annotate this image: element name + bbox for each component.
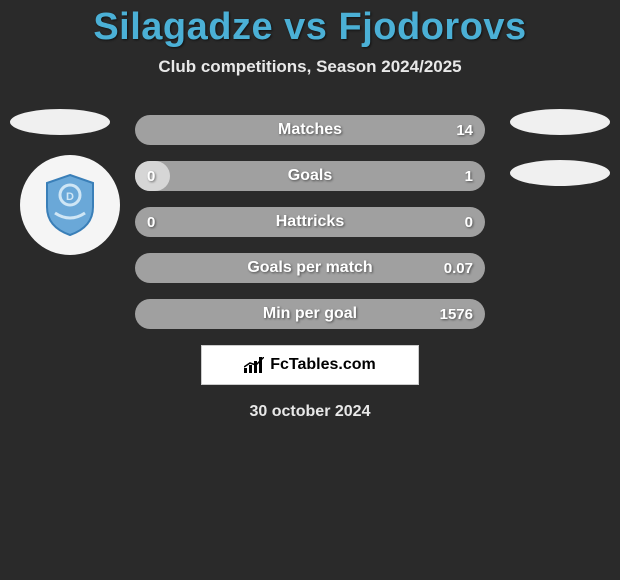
stat-right-value: 0.07 — [444, 260, 473, 277]
stat-left-value: 0 — [147, 168, 155, 185]
stat-right-value: 1576 — [440, 306, 473, 323]
brand-logo-box[interactable]: FcTables.com — [201, 345, 419, 385]
shield-icon: D — [43, 173, 97, 237]
stat-right-value: 0 — [465, 214, 473, 231]
stat-right-value: 14 — [456, 122, 473, 139]
bar-chart-icon — [244, 357, 264, 373]
stat-bar: Matches 14 — [135, 115, 485, 145]
svg-text:D: D — [66, 191, 74, 203]
comparison-area: D Matches 14 0 Goals 1 0 Hattricks 0 Goals per m… — [0, 115, 620, 421]
stat-label: Min per goal — [263, 305, 357, 323]
stat-right-value: 1 — [465, 168, 473, 185]
player-left-badge-oval — [10, 109, 110, 135]
date-label: 30 october 2024 — [0, 403, 620, 421]
brand-text: FcTables.com — [270, 356, 376, 374]
stat-bar: Goals per match 0.07 — [135, 253, 485, 283]
stat-bar: Min per goal 1576 — [135, 299, 485, 329]
stat-label: Goals per match — [247, 259, 372, 277]
player-left-club-badge: D — [20, 155, 120, 255]
stat-bar: 0 Goals 1 — [135, 161, 485, 191]
stat-label: Hattricks — [276, 213, 344, 231]
page-title: Silagadze vs Fjodorovs — [0, 0, 620, 49]
page-subtitle: Club competitions, Season 2024/2025 — [0, 57, 620, 77]
brand-logo: FcTables.com — [244, 356, 376, 374]
stat-bar: 0 Hattricks 0 — [135, 207, 485, 237]
stat-label: Goals — [288, 167, 332, 185]
player-right-badge-oval-1 — [510, 109, 610, 135]
stat-label: Matches — [278, 121, 342, 139]
player-right-badge-oval-2 — [510, 160, 610, 186]
stat-left-value: 0 — [147, 214, 155, 231]
